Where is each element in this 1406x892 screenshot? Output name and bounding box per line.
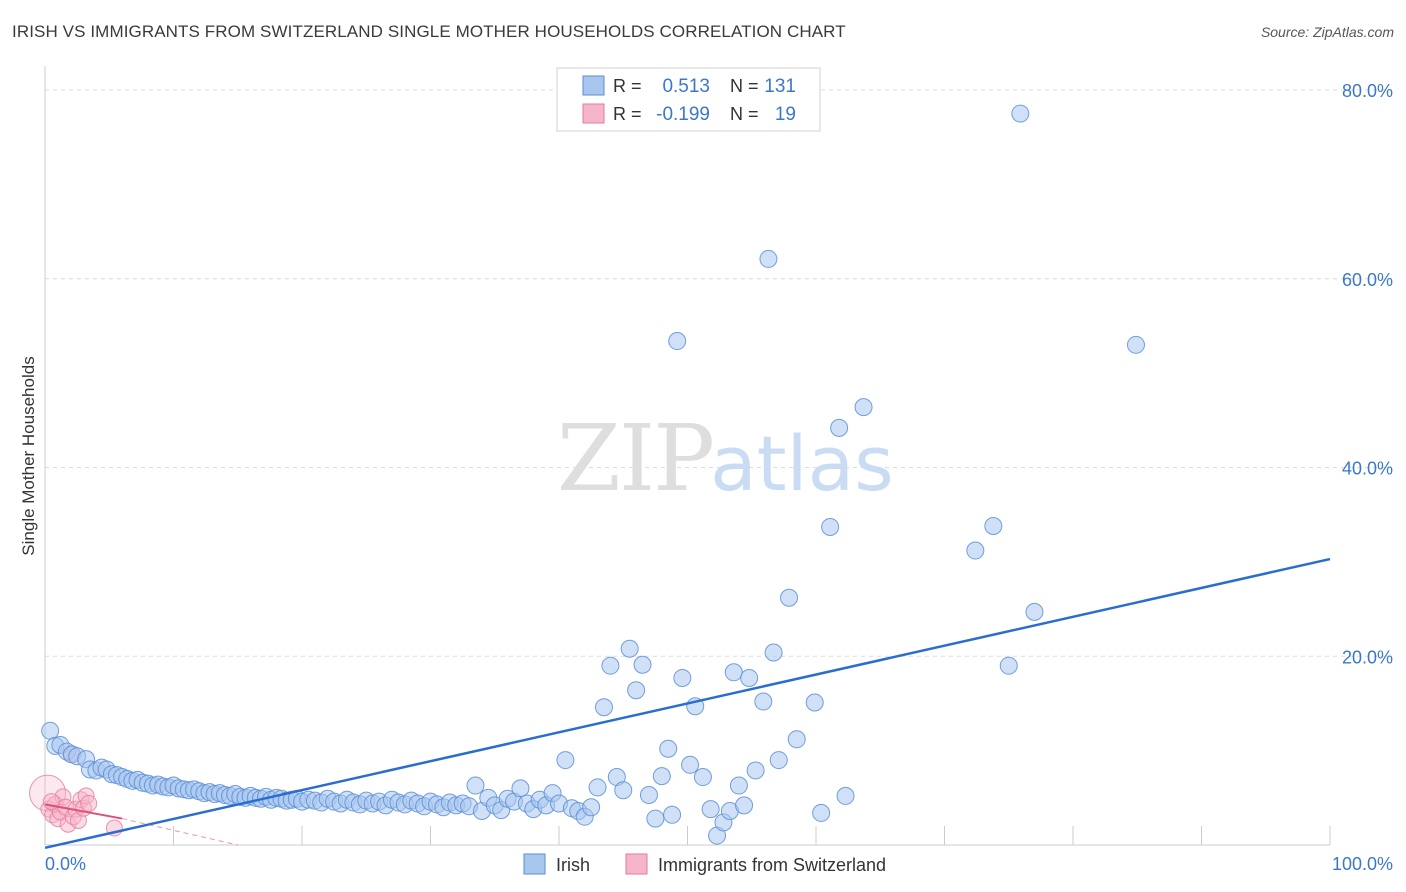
irish-point — [614, 781, 633, 800]
irish-point — [627, 681, 646, 700]
irish-point — [620, 639, 639, 658]
stats-box: R = 0.513 N = 131 R = -0.199 N = 19 — [556, 67, 821, 132]
y-axis-label: Single Mother Households — [19, 356, 38, 555]
grid — [45, 89, 1392, 657]
irish-point — [830, 418, 849, 437]
irish-point — [594, 698, 613, 717]
irish-point — [681, 755, 700, 774]
watermark: ZIP atlas — [557, 405, 894, 512]
irish-point — [759, 249, 778, 268]
irish-point — [673, 668, 692, 687]
irish-point — [821, 517, 840, 536]
irish-point — [780, 588, 799, 607]
irish-point — [633, 655, 652, 674]
legend-swiss-label: Immigrants from Switzerland — [658, 855, 886, 875]
x-tick-labels: 0.0% 100.0% — [45, 854, 1393, 874]
stat-n-value: 19 — [775, 104, 796, 125]
irish-point — [854, 398, 873, 417]
irish-point — [659, 739, 678, 758]
irish-point — [1011, 104, 1030, 123]
stat-n-label: N = — [730, 104, 759, 124]
stat-r-label: R = — [613, 104, 642, 124]
irish-point — [999, 656, 1018, 675]
swiss-swatch — [582, 103, 605, 124]
trend-lines — [44, 557, 1331, 850]
irish-point — [693, 768, 712, 787]
irish-point — [466, 776, 485, 795]
axes — [44, 66, 1331, 846]
irish-point — [984, 517, 1003, 536]
legend-swiss-label-swatch — [625, 853, 648, 875]
legend-irish-label: Irish — [556, 855, 590, 875]
stat-r-value: -0.199 — [656, 104, 710, 125]
irish-point — [805, 693, 824, 712]
irish-point — [639, 785, 658, 804]
irish-point — [646, 809, 665, 828]
irish-point — [582, 798, 601, 817]
irish-trend-line — [44, 557, 1331, 850]
irish-point — [41, 721, 60, 740]
irish-point — [729, 776, 748, 795]
irish-point — [701, 800, 720, 819]
irish-point — [735, 796, 754, 815]
irish-point — [764, 643, 783, 662]
swiss-point — [80, 794, 98, 812]
swiss-trend-extension — [121, 818, 238, 846]
legend-irish-swatch — [523, 853, 546, 875]
irish-swatch — [582, 75, 605, 96]
chart-title: IRISH VS IMMIGRANTS FROM SWITZERLAND SIN… — [12, 22, 846, 41]
watermark-zip: ZIP — [557, 405, 713, 512]
irish-point — [663, 805, 682, 824]
stat-r-label: R = — [613, 76, 642, 96]
irish-point — [556, 751, 575, 770]
irish-point — [836, 786, 855, 805]
y-tick-label: 60.0% — [1342, 270, 1393, 290]
legend: Irish Immigrants from Switzerland — [523, 853, 886, 875]
irish-point — [966, 541, 985, 560]
irish-point — [754, 692, 773, 711]
irish-point — [1025, 602, 1044, 621]
irish-point — [787, 730, 806, 749]
y-tick-label: 80.0% — [1342, 81, 1393, 101]
x-tick-label: 0.0% — [45, 854, 86, 874]
irish-point — [740, 668, 759, 687]
irish-point — [1126, 335, 1145, 354]
stat-n-label: N = — [730, 76, 759, 96]
irish-point — [769, 751, 788, 770]
y-tick-labels: 20.0% 40.0% 60.0% 80.0% — [1342, 81, 1393, 667]
irish-point — [812, 803, 831, 822]
irish-point — [511, 779, 530, 798]
irish-point — [601, 656, 620, 675]
irish-point — [668, 332, 687, 351]
stat-n-value: 131 — [764, 76, 796, 97]
watermark-atlas: atlas — [710, 419, 894, 508]
irish-point — [746, 761, 765, 780]
stat-r-value: 0.513 — [662, 76, 710, 97]
irish-point — [652, 767, 671, 786]
y-tick-label: 20.0% — [1342, 647, 1393, 667]
y-tick-label: 40.0% — [1342, 459, 1393, 479]
x-tick-label: 100.0% — [1332, 854, 1393, 874]
irish-point — [588, 778, 607, 797]
swiss-trend-line — [44, 803, 123, 820]
irish-point — [724, 663, 743, 682]
source-label: Source: ZipAtlas.com — [1260, 24, 1394, 40]
